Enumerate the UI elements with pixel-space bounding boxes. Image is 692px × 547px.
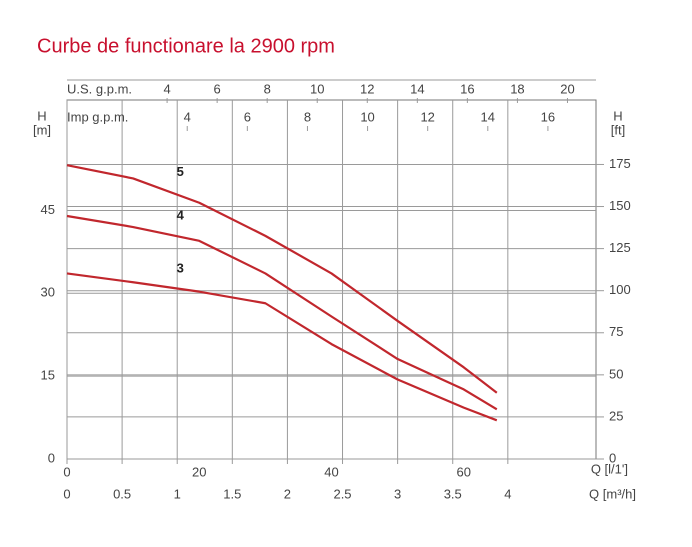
y2-tick-label: 100: [609, 282, 631, 297]
x3-tick-label: 20: [560, 81, 574, 96]
x3-tick-label: 14: [410, 81, 424, 96]
x4-tick-label: 4: [184, 109, 191, 124]
x-tick-label: 60: [457, 464, 471, 479]
y-axis-label: H: [37, 108, 46, 123]
curve-label: 4: [177, 207, 185, 222]
y-tick-label: 0: [48, 450, 55, 465]
x4-tick-label: 6: [244, 109, 251, 124]
x-tick-label: 20: [192, 464, 206, 479]
y2-tick-label: 25: [609, 408, 623, 423]
x-tick-label: 0: [63, 464, 70, 479]
x2-tick-label: 1.5: [223, 486, 241, 501]
x2-tick-label: 3.5: [444, 486, 462, 501]
x3-tick-label: 16: [460, 81, 474, 96]
plot-frame: [66, 99, 597, 460]
x2-tick-label: 2: [284, 486, 291, 501]
y2-tick-label: 75: [609, 324, 623, 339]
x2-axis-label: Q [m³/h]: [589, 486, 636, 501]
curve-label: 5: [177, 164, 184, 179]
x3-tick-label: 4: [163, 81, 170, 96]
x3-tick-label: 8: [264, 81, 271, 96]
x3-tick-label: 12: [360, 81, 374, 96]
y2-tick-label: 175: [609, 156, 631, 171]
y-tick-label: 15: [41, 368, 55, 383]
y-tick-label: 30: [41, 285, 55, 300]
y2-axis-label: H: [613, 108, 622, 123]
x2-tick-label: 3: [394, 486, 401, 501]
x4-tick-label: 16: [541, 109, 555, 124]
x3-tick-label: 18: [510, 81, 524, 96]
y2-tick-label: 0: [609, 450, 616, 465]
pump-curve: [66, 272, 498, 422]
x2-tick-label: 0: [63, 486, 70, 501]
y-axis-unit: [m]: [33, 122, 51, 137]
x3-tick-label: 10: [310, 81, 324, 96]
x4-tick-label: 8: [304, 109, 311, 124]
y-tick-label: 45: [41, 202, 55, 217]
y2-tick-label: 50: [609, 366, 623, 381]
x2-tick-label: 0.5: [113, 486, 131, 501]
x2-tick-label: 1: [174, 486, 181, 501]
pump-curve: [66, 164, 498, 394]
y2-tick-label: 150: [609, 198, 631, 213]
chart-title: Curbe de functionare la 2900 rpm: [37, 35, 335, 57]
x2-tick-label: 2.5: [333, 486, 351, 501]
y2-axis-unit: [ft]: [611, 122, 625, 137]
x4-tick-label: 10: [360, 109, 374, 124]
x-tick-label: 40: [324, 464, 338, 479]
x3-tick-label: 6: [214, 81, 221, 96]
x-axis-label: Q [l/1']: [591, 461, 628, 476]
x4-tick-label: 12: [420, 109, 434, 124]
x2-tick-label: 4: [504, 486, 511, 501]
pump-curve: [66, 214, 498, 411]
y2-tick-label: 125: [609, 240, 631, 255]
x3-axis-label: U.S. g.p.m.: [67, 81, 132, 96]
x4-tick-label: 14: [481, 109, 495, 124]
curve-label: 3: [177, 260, 184, 275]
x4-axis-label: Imp g.p.m.: [67, 109, 128, 124]
